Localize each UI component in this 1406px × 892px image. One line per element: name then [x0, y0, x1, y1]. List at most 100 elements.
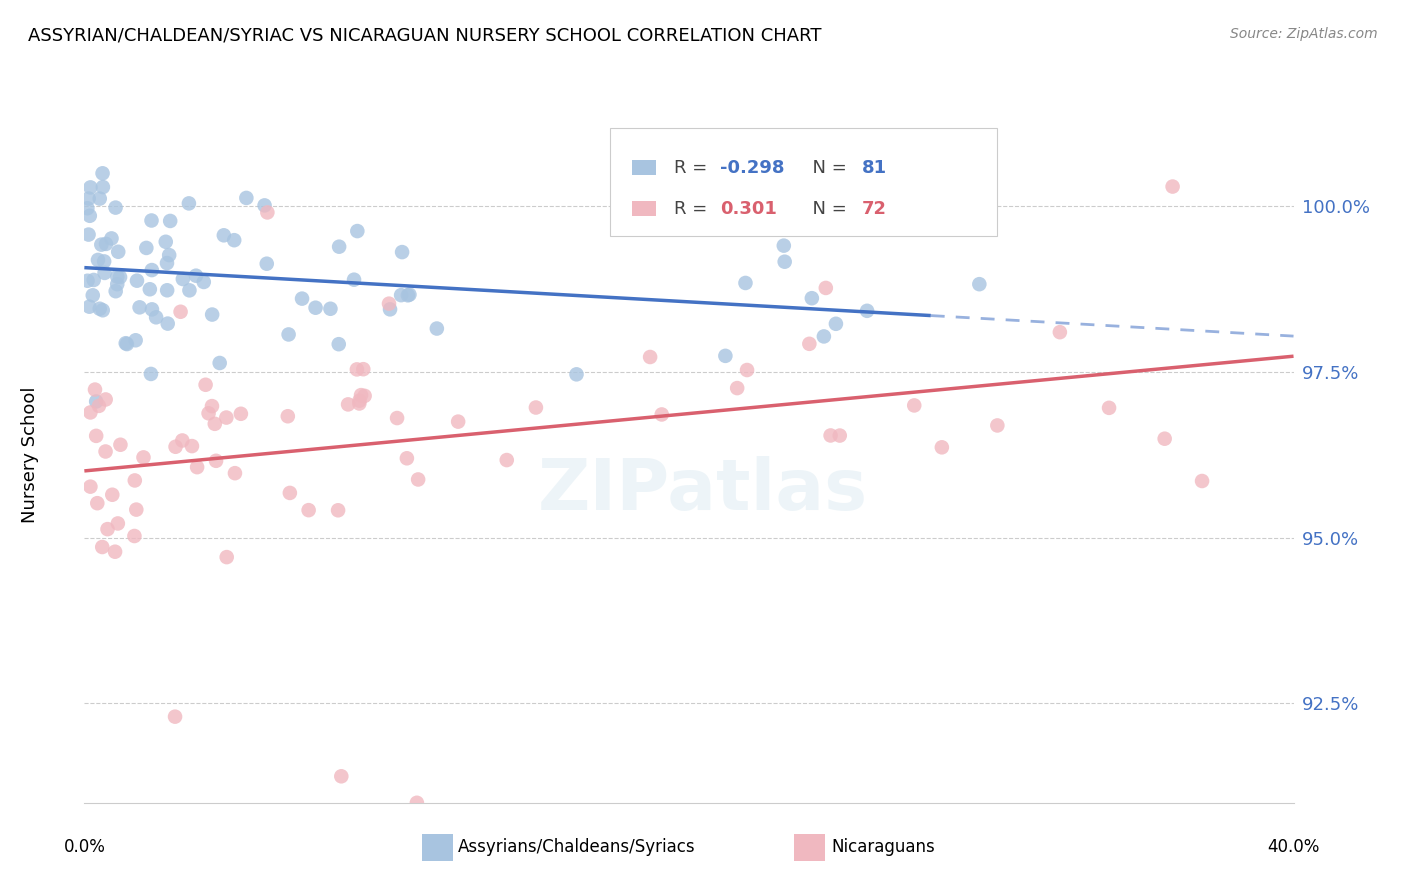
Point [107, 516, 129, 531]
Point [378, 296, 401, 310]
Point [396, 288, 419, 302]
Text: R =: R = [675, 159, 713, 177]
Point [565, 368, 588, 382]
Text: Assyrians/Chaldeans/Syriacs: Assyrians/Chaldeans/Syriacs [458, 838, 696, 856]
Point [328, 337, 350, 351]
Point [343, 273, 366, 287]
Point [346, 362, 368, 376]
Point [201, 399, 224, 413]
Point [391, 245, 413, 260]
Point [156, 256, 179, 270]
Point [155, 235, 177, 249]
Point [725, 381, 748, 395]
Point [277, 327, 299, 342]
Point [177, 196, 200, 211]
Point [319, 301, 342, 316]
Point [205, 454, 228, 468]
Point [114, 336, 136, 351]
Point [426, 321, 449, 335]
Point [184, 268, 207, 283]
Point [156, 283, 179, 297]
Point [350, 388, 373, 402]
Point [115, 337, 138, 351]
Point [79, 180, 101, 194]
Point [93, 266, 115, 280]
Point [224, 233, 246, 247]
Text: 0.301: 0.301 [720, 200, 778, 218]
Point [125, 502, 148, 516]
Text: N =: N = [801, 200, 853, 218]
Point [714, 349, 737, 363]
Text: -0.298: -0.298 [720, 159, 785, 177]
Point [193, 275, 215, 289]
Point [124, 529, 146, 543]
Text: Source: ZipAtlas.com: Source: ZipAtlas.com [1230, 27, 1378, 41]
Point [83, 273, 105, 287]
Point [104, 201, 127, 215]
Point [395, 451, 418, 466]
Point [77, 227, 100, 242]
Point [278, 486, 301, 500]
Point [91, 166, 114, 180]
Point [79, 209, 101, 223]
Bar [633, 161, 657, 176]
Point [330, 769, 353, 783]
Point [132, 450, 155, 465]
Point [1191, 474, 1213, 488]
Point [197, 406, 219, 420]
Point [104, 545, 127, 559]
Point [406, 796, 429, 810]
Text: R =: R = [675, 200, 720, 218]
Point [77, 192, 100, 206]
Point [172, 272, 194, 286]
Point [1153, 432, 1175, 446]
Point [86, 496, 108, 510]
Point [141, 213, 163, 227]
Point [194, 377, 217, 392]
Text: Nicaraguans: Nicaraguans [831, 838, 935, 856]
Point [91, 303, 114, 318]
Point [799, 336, 821, 351]
Point [903, 399, 925, 413]
Point [79, 480, 101, 494]
Point [107, 244, 129, 259]
Point [93, 254, 115, 268]
Point [204, 417, 226, 431]
Point [105, 277, 128, 292]
Point [352, 362, 374, 376]
Point [326, 503, 349, 517]
Point [253, 198, 276, 212]
Point [145, 310, 167, 325]
Point [651, 408, 673, 422]
Point [125, 274, 148, 288]
Point [76, 274, 98, 288]
Point [495, 453, 517, 467]
Point [165, 440, 187, 454]
Point [814, 281, 837, 295]
Point [79, 300, 101, 314]
Point [735, 363, 758, 377]
Point [91, 180, 114, 194]
Point [1098, 401, 1121, 415]
Point [931, 440, 953, 454]
Point [87, 252, 110, 267]
Point [96, 522, 118, 536]
Point [159, 214, 181, 228]
Text: 0.0%: 0.0% [63, 838, 105, 855]
Point [224, 466, 246, 480]
Text: 40.0%: 40.0% [1267, 838, 1320, 855]
Point [800, 291, 823, 305]
Point [84, 394, 107, 409]
Point [89, 301, 111, 316]
Point [84, 383, 107, 397]
Point [157, 248, 180, 262]
Point [328, 240, 350, 254]
Point [524, 401, 547, 415]
Point [172, 434, 194, 448]
Point [139, 282, 162, 296]
Point [101, 488, 124, 502]
Point [773, 254, 796, 268]
Bar [633, 201, 657, 217]
Point [186, 460, 208, 475]
Point [291, 292, 314, 306]
